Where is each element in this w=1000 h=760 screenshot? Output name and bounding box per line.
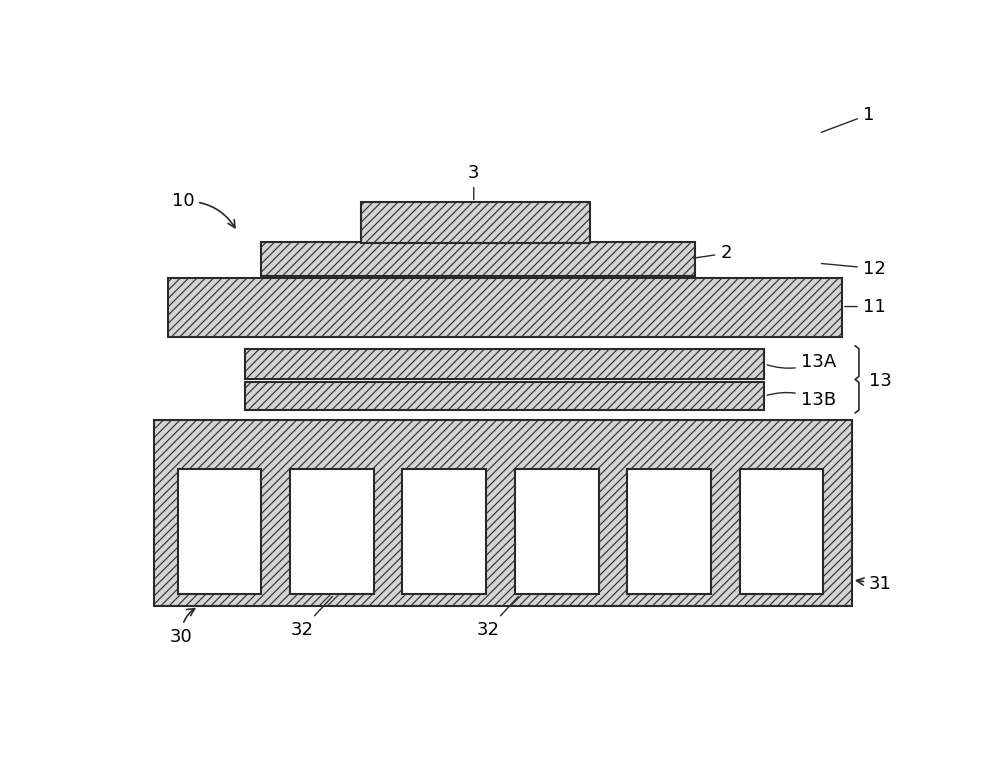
Bar	[154, 420, 852, 606]
Bar	[245, 382, 764, 410]
Text: 13A: 13A	[767, 353, 836, 371]
Text: 1: 1	[821, 106, 874, 132]
Bar	[740, 469, 823, 594]
Text: 31: 31	[857, 575, 892, 593]
Text: 2: 2	[693, 244, 732, 262]
Text: 10: 10	[172, 192, 235, 228]
Text: 32: 32	[476, 597, 518, 638]
Text: 13: 13	[869, 372, 892, 390]
Text: 13B: 13B	[767, 391, 836, 409]
Text: 11: 11	[845, 298, 886, 315]
Bar	[402, 469, 486, 594]
Text: 12: 12	[821, 259, 886, 277]
Bar	[245, 349, 764, 379]
Bar	[627, 469, 711, 594]
Text: 3: 3	[468, 164, 480, 200]
Text: 30: 30	[170, 609, 195, 645]
Bar	[361, 202, 590, 243]
Bar	[290, 469, 374, 594]
Bar	[168, 278, 842, 337]
Bar	[515, 469, 599, 594]
Bar	[178, 469, 261, 594]
Bar	[261, 242, 695, 276]
Text: 32: 32	[290, 597, 332, 638]
